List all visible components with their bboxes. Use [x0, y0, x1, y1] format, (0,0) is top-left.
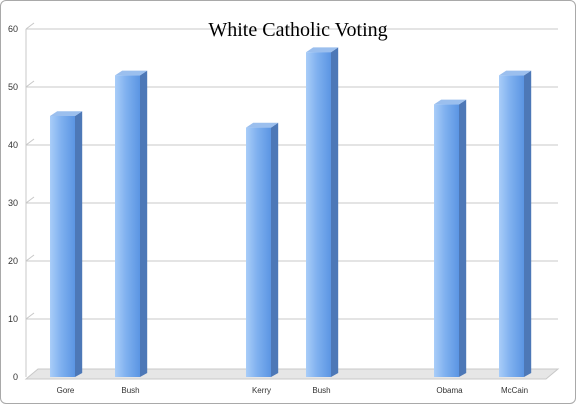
gridline-depth — [25, 196, 35, 204]
gridline-depth — [25, 312, 35, 320]
y-tick-label: 40 — [8, 140, 18, 150]
y-tick-label: 60 — [8, 24, 18, 34]
category-label: Obama — [436, 386, 463, 395]
bar — [306, 47, 339, 378]
category-label: Gore — [57, 386, 75, 395]
bar — [499, 70, 532, 378]
y-tick-label: 0 — [13, 372, 18, 382]
floor-plane — [24, 368, 560, 380]
category-labels: Gore Bush Kerry Bush Obama McCain — [57, 386, 528, 395]
gridline-depth — [25, 254, 35, 262]
gridline-depth — [25, 22, 35, 30]
y-tick-label: 10 — [8, 314, 18, 324]
y-axis: 0 10 20 30 40 50 60 — [8, 24, 27, 382]
gridline-depth — [25, 138, 35, 146]
y-tick-label: 50 — [8, 82, 18, 92]
bars — [50, 47, 532, 378]
category-label: Bush — [312, 386, 330, 395]
chart-floor — [24, 368, 560, 380]
chart-title: White Catholic Voting — [208, 19, 387, 41]
y-tick-label: 30 — [8, 198, 18, 208]
bar — [434, 99, 467, 378]
bar — [50, 111, 83, 377]
category-label: McCain — [501, 386, 528, 395]
bar — [115, 70, 148, 378]
bar — [246, 122, 279, 377]
gridlines — [25, 22, 558, 320]
gridline-depth — [25, 80, 35, 88]
category-label: Bush — [121, 386, 139, 395]
y-tick-label: 20 — [8, 256, 18, 266]
category-label: Kerry — [252, 386, 271, 395]
